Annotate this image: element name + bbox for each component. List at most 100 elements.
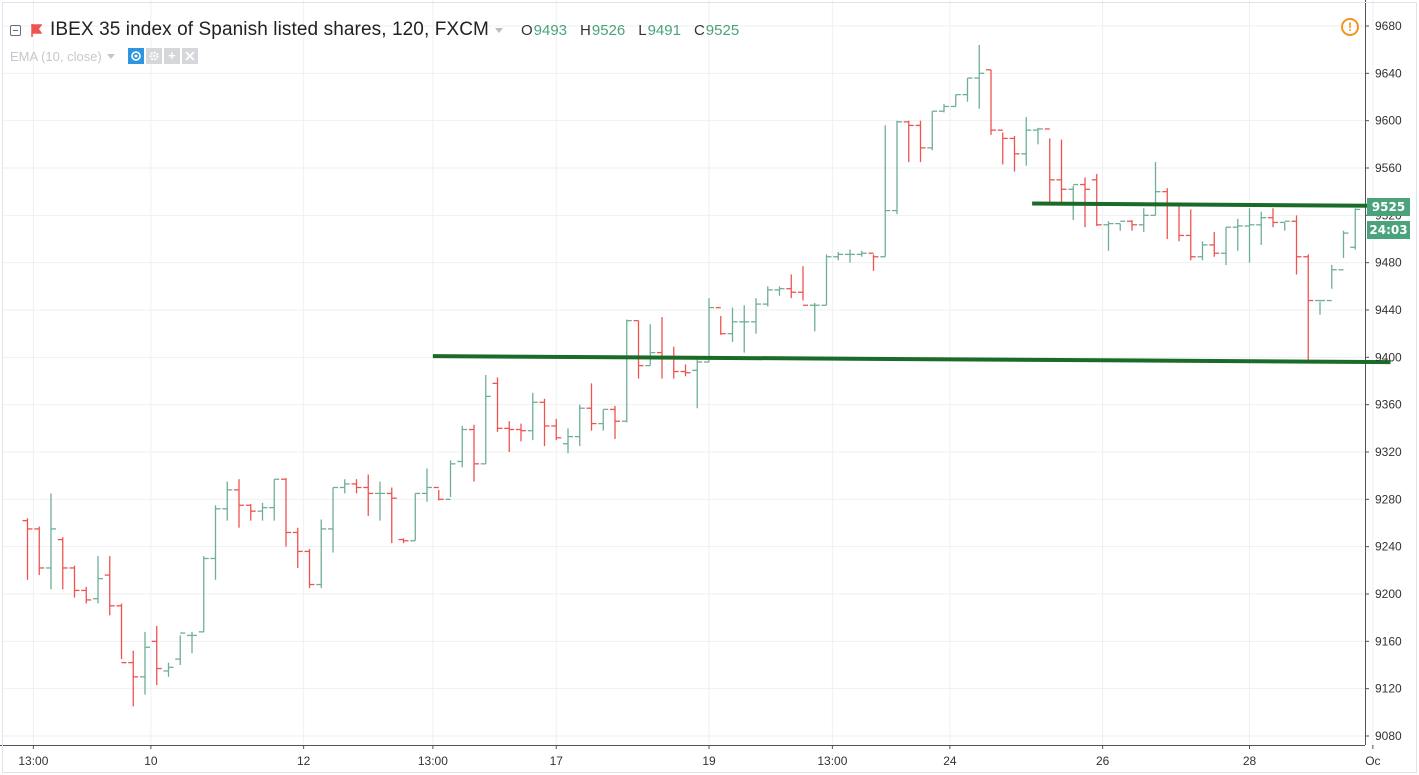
ohlc-bar: [974, 44, 985, 109]
price-tick-label[interactable]: 9480: [1375, 256, 1402, 270]
ohlc-bar: [351, 479, 362, 494]
ohlc-bar: [375, 481, 385, 521]
ohlc-bar: [363, 474, 374, 516]
ohlc-bar: [281, 478, 291, 547]
ohlc-bar: [1044, 128, 1055, 204]
ohlc-bar: [856, 250, 867, 257]
ohlc-bar: [140, 631, 150, 695]
ohlc-bar: [422, 468, 432, 502]
time-tick-label[interactable]: 13:00: [18, 754, 48, 768]
ohlc-bar: [1350, 208, 1361, 250]
ohlc-bar: [798, 266, 808, 306]
ohlc-bar: [621, 319, 632, 423]
ohlc-bar: [880, 125, 891, 258]
trendlines[interactable]: [432, 201, 1391, 365]
ohlc-bar: [903, 120, 914, 163]
price-tick-label[interactable]: 9320: [1375, 445, 1402, 459]
ohlc-bar: [163, 662, 174, 677]
price-tick-label[interactable]: 9120: [1375, 682, 1402, 696]
trendline[interactable]: [432, 354, 1391, 365]
ohlc-bar: [234, 479, 244, 528]
ohlc-bar: [739, 305, 750, 353]
ohlc-bar: [986, 69, 996, 135]
ohlc-bar: [727, 307, 738, 342]
price-tick-label[interactable]: 9280: [1375, 492, 1402, 506]
ohlc-bar: [222, 481, 233, 521]
ohlc-bar: [504, 421, 515, 452]
price-tick-label[interactable]: 9160: [1375, 634, 1402, 648]
time-tick-label[interactable]: 13:00: [817, 754, 847, 768]
price-tick-label[interactable]: 9440: [1375, 303, 1402, 317]
ohlc-bar: [292, 527, 303, 568]
time-tick-label[interactable]: 13:00: [418, 754, 448, 768]
ohlc-bar: [81, 586, 92, 604]
ohlc-bar: [692, 357, 703, 409]
price-tick-label[interactable]: 9200: [1375, 587, 1402, 601]
price-tick-label[interactable]: 9640: [1375, 66, 1402, 80]
ohlc-bar: [833, 252, 844, 261]
symbol-title[interactable]: IBEX 35 index of Spanish listed shares, …: [50, 19, 489, 40]
time-tick-label[interactable]: 17: [550, 754, 564, 768]
indicator-caret-icon[interactable]: [106, 53, 115, 59]
time-tick-label[interactable]: 12: [297, 754, 311, 768]
ohlc-bar: [34, 526, 45, 576]
ohlc-bar: [1232, 218, 1243, 251]
time-tick-label[interactable]: 10: [144, 754, 158, 768]
plus-icon[interactable]: +: [163, 48, 180, 64]
eye-icon[interactable]: [127, 48, 144, 64]
ohlc-bar: [962, 77, 973, 102]
indicator-label[interactable]: EMA (10, close): [10, 48, 102, 64]
ohlc-bar: [680, 364, 691, 377]
settings-icon[interactable]: [145, 48, 162, 64]
time-tick-label[interactable]: 24: [943, 754, 957, 768]
ohlc-bar: [245, 504, 256, 521]
ohlc-bar: [774, 286, 785, 296]
flag-icon[interactable]: [31, 23, 42, 37]
price-tick-label[interactable]: 9360: [1375, 398, 1402, 412]
ohlc-bar: [821, 254, 832, 306]
ohlc-bar: [1103, 221, 1114, 251]
ohlc-bar: [104, 556, 115, 616]
price-axis-labels[interactable]: 9680964096009560952094809440940093609320…: [1375, 19, 1402, 743]
close-icon[interactable]: [181, 48, 198, 64]
time-axis-labels[interactable]: 13:00 10 12 13:00 17 19 13:00 24 26 28 Oc: [18, 754, 1380, 768]
price-tick-label[interactable]: 9560: [1375, 161, 1402, 175]
time-tick-label[interactable]: 26: [1096, 754, 1110, 768]
price-tick-label[interactable]: 9400: [1375, 350, 1402, 364]
ohlc-bar: [469, 424, 479, 482]
time-tick-label[interactable]: 19: [702, 754, 716, 768]
ohlc-bar: [563, 428, 573, 454]
ohlc-bar: [22, 518, 33, 580]
price-tick-label[interactable]: 9240: [1375, 540, 1402, 554]
ohlc-low: L9491: [638, 21, 681, 39]
price-tick-label[interactable]: 9600: [1375, 114, 1402, 128]
alert-icon[interactable]: !: [1341, 18, 1359, 36]
ohlc-bar: [386, 487, 397, 544]
price-tick-label[interactable]: 9680: [1375, 19, 1402, 33]
ohlc-bar: [915, 120, 926, 163]
ohlc-high: H9526: [580, 21, 626, 39]
ohlc-bar: [339, 479, 350, 494]
time-tick-label[interactable]: 28: [1243, 754, 1257, 768]
ohlc-bar: [1150, 162, 1161, 216]
ohlc-bar: [927, 110, 938, 151]
ohlc-bar: [57, 537, 68, 590]
ohlc-close: C9525: [693, 21, 740, 39]
ohlc-bar: [1056, 139, 1067, 204]
ohlc-bar: [1115, 220, 1126, 231]
price-tick-label[interactable]: 9080: [1375, 729, 1402, 743]
dropdown-caret-icon[interactable]: [494, 27, 503, 33]
ohlc-bar: [1326, 265, 1337, 302]
ohlc-bar: [1174, 202, 1184, 242]
ohlc-bar: [116, 603, 127, 664]
trendline[interactable]: [1032, 201, 1391, 208]
ohlc-bar: [950, 93, 961, 108]
time-tick-label[interactable]: Oc: [1365, 754, 1380, 768]
ohlc-bar: [539, 398, 550, 447]
indicator-legend: EMA (10, close) +: [10, 47, 200, 65]
collapse-icon[interactable]: [10, 24, 21, 36]
ohlc-bar: [93, 556, 103, 604]
bar-countdown: 24:03: [1367, 221, 1410, 239]
